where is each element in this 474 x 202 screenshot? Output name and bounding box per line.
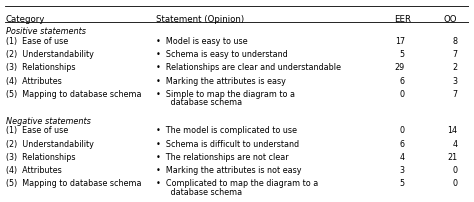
Text: 17: 17	[395, 37, 405, 46]
Text: •  Complicated to map the diagram to a: • Complicated to map the diagram to a	[155, 179, 318, 187]
Text: 29: 29	[394, 63, 405, 72]
Text: 3: 3	[400, 165, 405, 174]
Text: database schema: database schema	[163, 187, 242, 196]
Text: •  Relationships are clear and understandable: • Relationships are clear and understand…	[155, 63, 341, 72]
Text: 21: 21	[447, 152, 457, 161]
Text: (5)  Mapping to database schema: (5) Mapping to database schema	[6, 179, 141, 187]
Text: (4)  Attributes: (4) Attributes	[6, 165, 62, 174]
Text: (4)  Attributes: (4) Attributes	[6, 76, 62, 85]
Text: EER: EER	[394, 15, 411, 24]
Text: Positive statements: Positive statements	[6, 27, 86, 36]
Text: 5: 5	[400, 179, 405, 187]
Text: •  Schema is difficult to understand: • Schema is difficult to understand	[155, 139, 299, 148]
Text: •  Schema is easy to understand: • Schema is easy to understand	[155, 50, 287, 59]
Text: 0: 0	[452, 179, 457, 187]
Text: 3: 3	[452, 76, 457, 85]
Text: 4: 4	[400, 152, 405, 161]
Text: 5: 5	[400, 50, 405, 59]
Text: 7: 7	[452, 89, 457, 98]
Text: 4: 4	[452, 139, 457, 148]
Text: •  Marking the attributes is not easy: • Marking the attributes is not easy	[155, 165, 301, 174]
Text: 14: 14	[447, 126, 457, 135]
Text: 0: 0	[400, 89, 405, 98]
Text: 0: 0	[452, 165, 457, 174]
Text: •  Marking the attributes is easy: • Marking the attributes is easy	[155, 76, 285, 85]
Text: Negative statements: Negative statements	[6, 116, 91, 125]
Text: 6: 6	[400, 76, 405, 85]
Text: (2)  Understandability: (2) Understandability	[6, 139, 93, 148]
Text: (3)  Relationships: (3) Relationships	[6, 63, 75, 72]
Text: 8: 8	[452, 37, 457, 46]
Text: (1)  Ease of use: (1) Ease of use	[6, 126, 68, 135]
Text: 6: 6	[400, 139, 405, 148]
Text: 7: 7	[452, 50, 457, 59]
Text: 2: 2	[452, 63, 457, 72]
Text: (1)  Ease of use: (1) Ease of use	[6, 37, 68, 46]
Text: OO: OO	[444, 15, 457, 24]
Text: •  Model is easy to use: • Model is easy to use	[155, 37, 247, 46]
Text: (2)  Understandability: (2) Understandability	[6, 50, 93, 59]
Text: (5)  Mapping to database schema: (5) Mapping to database schema	[6, 89, 141, 98]
Text: (3)  Relationships: (3) Relationships	[6, 152, 75, 161]
Text: Statement (Opinion): Statement (Opinion)	[155, 15, 244, 24]
Text: •  Simple to map the diagram to a: • Simple to map the diagram to a	[155, 89, 295, 98]
Text: Category: Category	[6, 15, 45, 24]
Text: 0: 0	[400, 126, 405, 135]
Text: database schema: database schema	[163, 98, 242, 107]
Text: •  The model is complicated to use: • The model is complicated to use	[155, 126, 297, 135]
Text: •  The relationships are not clear: • The relationships are not clear	[155, 152, 288, 161]
